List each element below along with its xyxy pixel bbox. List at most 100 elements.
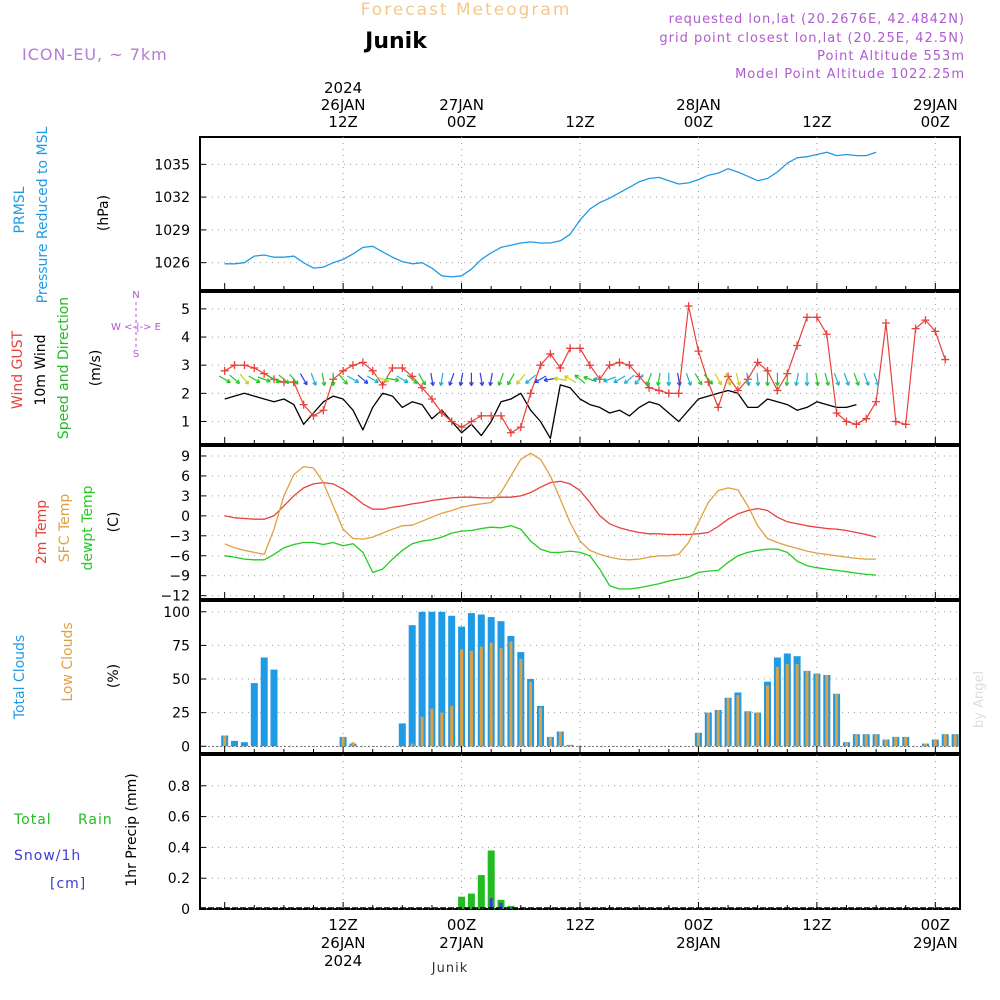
total-cloud-bar bbox=[408, 625, 416, 747]
precip-axis-label: 1hr Precip (mm) bbox=[124, 773, 140, 886]
total-cloud-bar bbox=[250, 683, 258, 747]
wind-gust-marker bbox=[516, 423, 525, 432]
wind-gust-marker bbox=[388, 364, 397, 372]
low-cloud-bar bbox=[943, 734, 947, 747]
wind-gust-marker bbox=[605, 361, 614, 370]
wind-gust-marker bbox=[921, 316, 930, 325]
rain-bar bbox=[487, 850, 495, 909]
watermark: by Angel bbox=[972, 671, 987, 728]
low-cloud-bar bbox=[815, 673, 819, 747]
low-cloud-bar bbox=[489, 642, 493, 747]
wind-gust-marker bbox=[842, 417, 851, 426]
wind-gust-marker bbox=[803, 313, 812, 322]
clouds-ytick-label: 75 bbox=[172, 638, 190, 654]
temperature-ytick-label: −9 bbox=[169, 569, 190, 585]
wind-direction-arrow bbox=[623, 374, 635, 384]
low-cloud-bar bbox=[568, 744, 572, 747]
wind-ytick-label: 1 bbox=[181, 414, 190, 430]
time-label-top: 00Z bbox=[684, 113, 713, 131]
pressure-label-msl: Pressure Reduced to MSL bbox=[35, 126, 51, 303]
time-label-bottom: 12Z bbox=[565, 916, 594, 934]
rain-bar bbox=[507, 905, 515, 909]
pressure-ytick-label: 1035 bbox=[154, 157, 190, 173]
wind-direction-arrow bbox=[458, 372, 464, 387]
wind-gust-marker bbox=[753, 358, 762, 367]
wind-ytick-label: 3 bbox=[181, 358, 190, 374]
legend-snow-unit: [cm] bbox=[50, 876, 86, 892]
wind-gust-marker bbox=[822, 330, 831, 339]
wind-direction-arrow bbox=[656, 372, 661, 387]
wind-direction-arrow bbox=[299, 373, 308, 386]
legend-snow: Snow/1h bbox=[14, 848, 81, 864]
low-cloud-bar bbox=[726, 697, 730, 747]
wind-gust-marker bbox=[664, 389, 673, 398]
wind-gust-line bbox=[224, 305, 946, 434]
wind-gust-marker bbox=[733, 386, 742, 395]
wind-gust-marker bbox=[299, 400, 308, 409]
wind-ytick-label: 4 bbox=[181, 330, 190, 346]
wind-direction-arrow bbox=[396, 375, 409, 384]
temp-label-sfc: SFC Temp bbox=[57, 494, 73, 563]
temp-sfc-line bbox=[224, 452, 877, 561]
pressure-ytick-label: 1026 bbox=[154, 256, 190, 272]
footer-location: Junik bbox=[431, 961, 468, 976]
wind-gust-marker bbox=[546, 349, 555, 358]
wind-direction-arrow bbox=[755, 372, 761, 387]
wind-gust-marker bbox=[398, 364, 407, 372]
low-cloud-bar bbox=[785, 664, 789, 747]
time-label-bottom: 27JAN bbox=[439, 934, 484, 952]
clouds-ytick-label: 25 bbox=[172, 706, 190, 722]
wind-gust-marker bbox=[645, 383, 654, 392]
wind-gust-marker bbox=[230, 361, 239, 370]
low-cloud-bar bbox=[756, 712, 760, 747]
temperature-ytick-label: −6 bbox=[169, 549, 190, 565]
snow-bar bbox=[499, 902, 503, 909]
time-label-bottom: 29JAN bbox=[913, 934, 958, 952]
wind-gust-marker bbox=[348, 361, 357, 370]
point-altitude: Point Altitude 553m bbox=[817, 49, 965, 64]
wind-gust-marker bbox=[378, 380, 387, 389]
wind-gust-marker bbox=[506, 428, 515, 437]
wind-ytick-label: 2 bbox=[181, 386, 190, 402]
total-cloud-bar bbox=[448, 615, 456, 747]
wind-label-dir: Speed and Direction bbox=[56, 297, 72, 439]
precip-ytick-label: 0.6 bbox=[168, 810, 190, 826]
wind-direction-arrow bbox=[794, 372, 799, 387]
low-cloud-bar bbox=[953, 734, 957, 747]
wind-direction-arrow bbox=[853, 372, 860, 386]
wind-gust-marker bbox=[714, 403, 723, 412]
low-cloud-bar bbox=[351, 742, 355, 747]
wind-gust-marker bbox=[793, 341, 802, 350]
clouds-ytick-label: 0 bbox=[181, 739, 190, 755]
wind-gust-marker bbox=[418, 383, 427, 392]
wind-direction-arrow bbox=[310, 372, 317, 386]
wind-direction-arrow bbox=[815, 372, 820, 387]
wind-gust-marker bbox=[457, 423, 466, 432]
wind-direction-arrow bbox=[468, 372, 474, 387]
time-label-bottom: 12Z bbox=[328, 916, 357, 934]
compass-north: N bbox=[132, 290, 139, 301]
wind-direction-arrow bbox=[438, 372, 444, 387]
wind-direction-arrow bbox=[516, 373, 526, 385]
time-label-top: 2024 bbox=[324, 79, 362, 97]
clouds-ytick-label: 100 bbox=[163, 605, 190, 621]
precip-ytick-label: 0.8 bbox=[168, 779, 190, 795]
wind-direction-arrow bbox=[765, 372, 771, 387]
wind-direction-arrow bbox=[613, 375, 626, 384]
wind-direction-arrow bbox=[833, 372, 840, 386]
low-cloud-bar bbox=[884, 739, 888, 747]
wind-direction-arrow bbox=[843, 372, 850, 386]
wind-direction-arrow bbox=[347, 375, 360, 384]
wind-gust-marker bbox=[585, 361, 594, 370]
low-cloud-bar bbox=[845, 742, 848, 747]
wind-direction-arrow bbox=[488, 372, 493, 387]
wind-gust-marker bbox=[566, 344, 575, 353]
wind-gust-marker bbox=[447, 417, 456, 426]
wind-direction-arrow bbox=[366, 375, 379, 384]
low-cloud-bar bbox=[874, 734, 878, 747]
wind-direction-arrow bbox=[863, 372, 870, 386]
temp-label-dewpt: dewpt Temp bbox=[80, 485, 96, 570]
low-cloud-bar bbox=[795, 664, 799, 747]
wind-direction-arrow bbox=[278, 374, 290, 384]
wind-direction-arrow bbox=[218, 375, 231, 384]
